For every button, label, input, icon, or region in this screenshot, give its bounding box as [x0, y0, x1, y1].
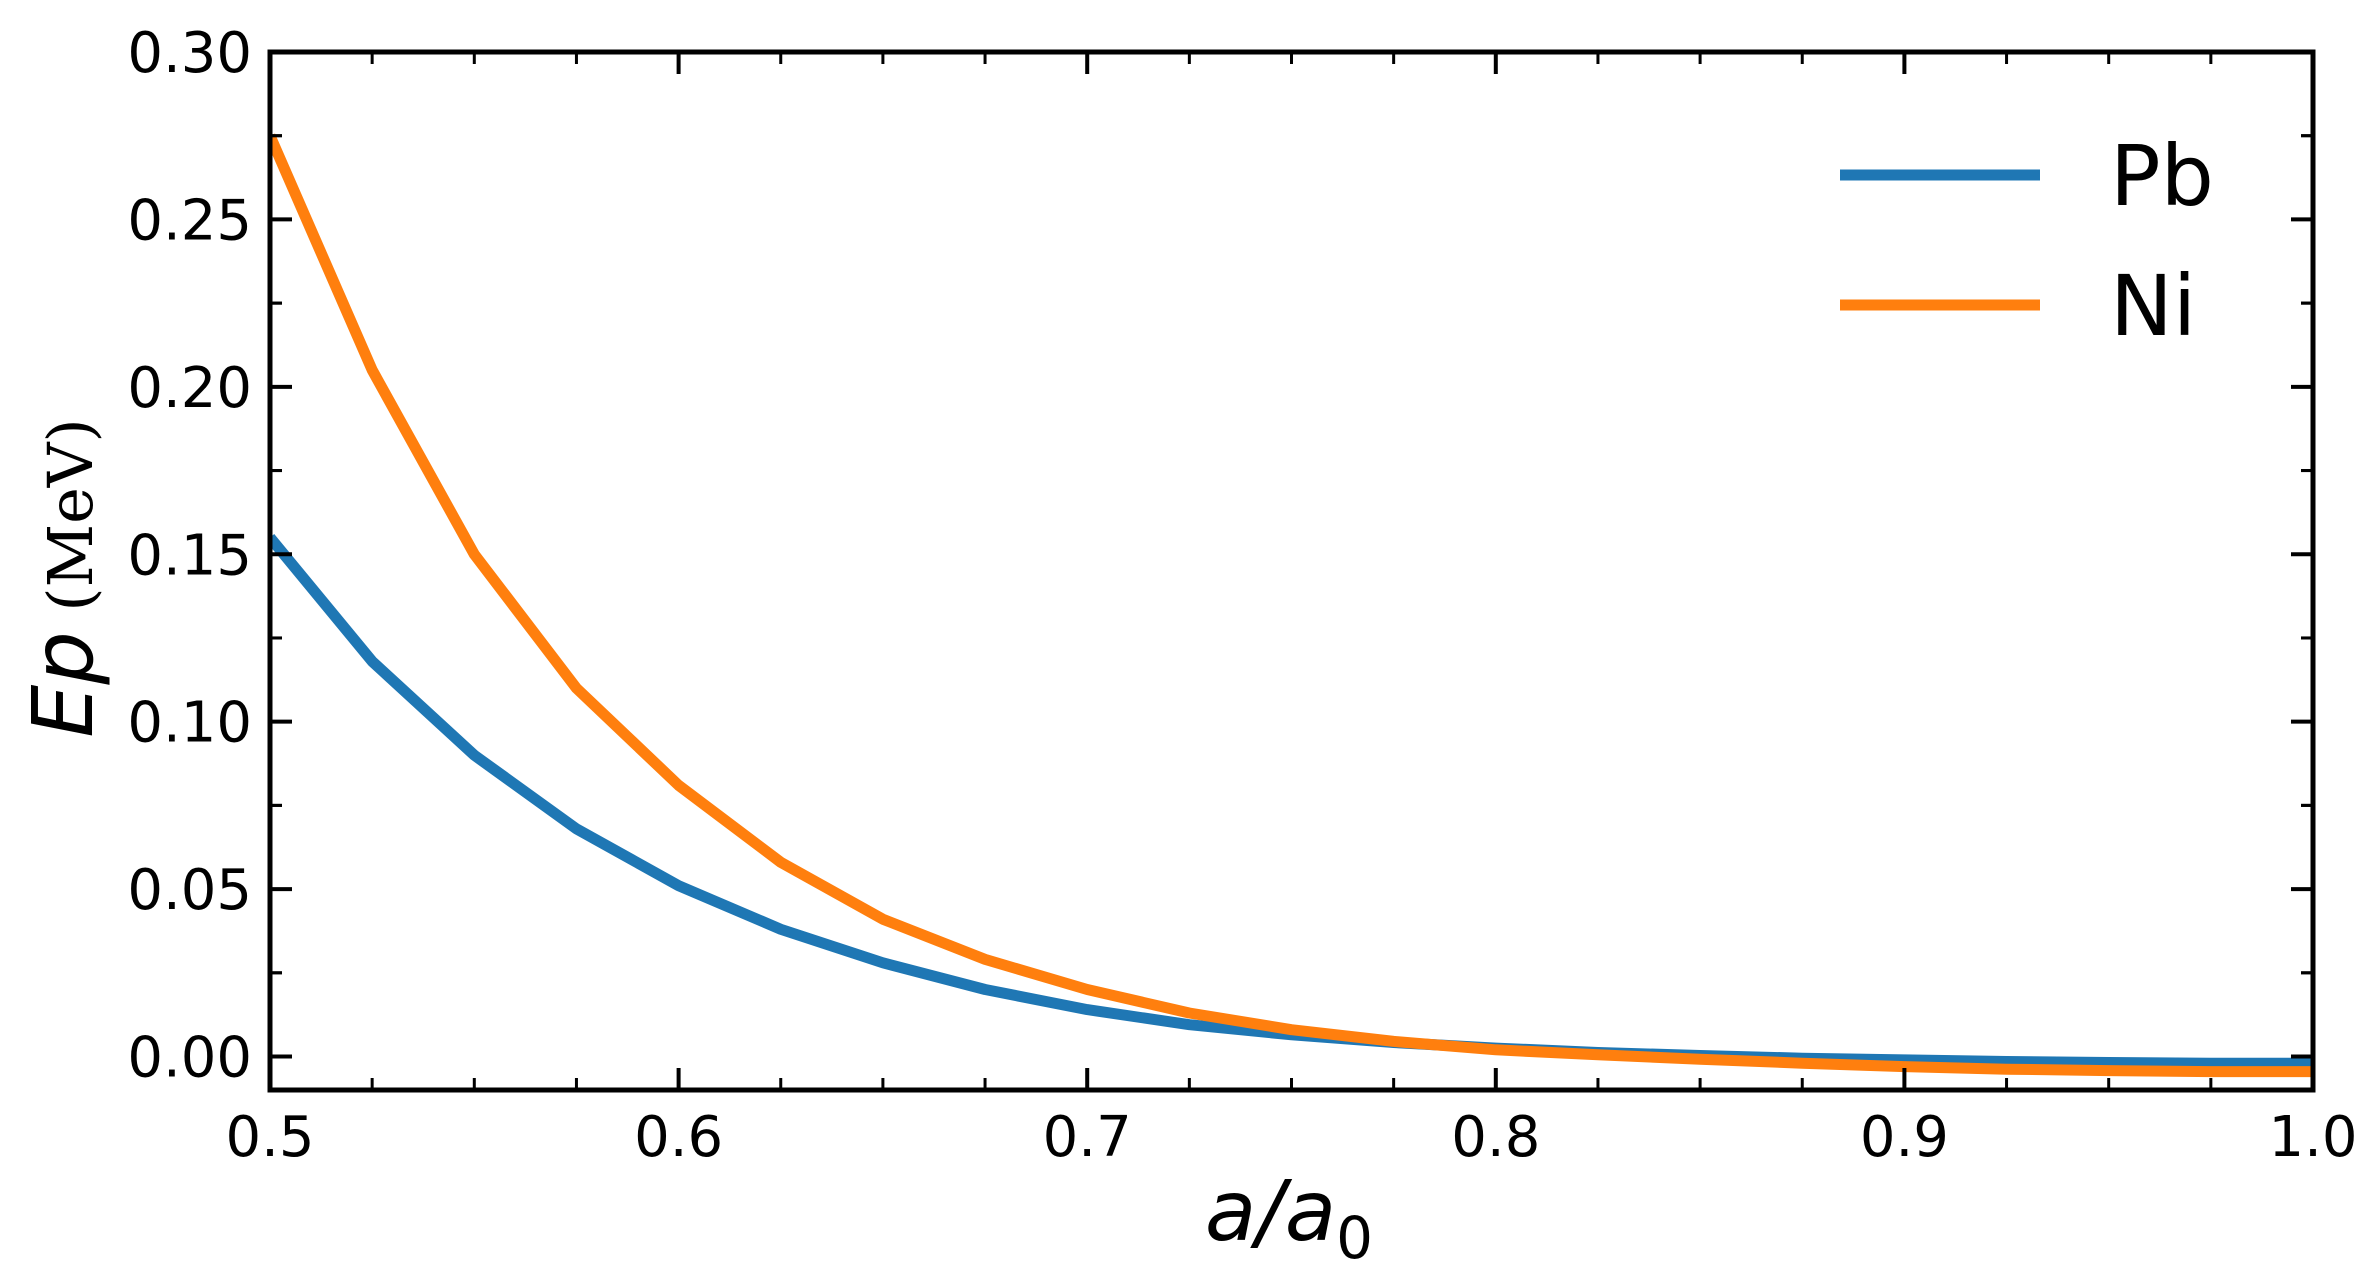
- y-tick-label: 0.05: [127, 858, 252, 923]
- y-tick-label: 0.00: [127, 1026, 252, 1091]
- ticks-layer: [268, 50, 2315, 1090]
- y-tick-label: 0.20: [127, 356, 252, 421]
- y-axis-label: Ep (MeV): [14, 418, 112, 737]
- x-axis-label-main: a/a: [1205, 1162, 1336, 1260]
- x-tick-label: 0.7: [1043, 1105, 1132, 1170]
- y-axis-label-main: Ep: [14, 631, 112, 737]
- series-line-pb: [270, 534, 2313, 1069]
- tick-labels-layer: 0.5 0.6 0.7 0.8 0.9 1.0 0.00 0.05 0.10 0.15 0.20 0.…: [127, 21, 2357, 1170]
- x-axis-label: a/a0: [1205, 1162, 1373, 1262]
- legend-label-ni: Ni: [2110, 257, 2196, 355]
- y-axis-label-unit: (MeV): [34, 418, 107, 631]
- legend: Pb Ni: [1840, 127, 2214, 355]
- y-tick-label: 0.15: [127, 523, 252, 588]
- x-axis-label-subscript: 0: [1336, 1204, 1373, 1262]
- x-tick-label: 1.0: [2268, 1105, 2357, 1170]
- series-line-ni: [270, 133, 2313, 1078]
- x-tick-label: 0.6: [634, 1105, 723, 1170]
- x-tick-label: 0.9: [1860, 1105, 1949, 1170]
- x-tick-label: 0.8: [1451, 1105, 1540, 1170]
- plot-frame: [267, 49, 2316, 1093]
- series-layer: [270, 133, 2313, 1078]
- y-tick-label: 0.30: [127, 21, 252, 86]
- y-tick-label: 0.25: [127, 188, 252, 253]
- y-tick-label: 0.10: [127, 691, 252, 756]
- x-tick-label: 0.5: [225, 1105, 314, 1170]
- legend-label-pb: Pb: [2110, 127, 2214, 225]
